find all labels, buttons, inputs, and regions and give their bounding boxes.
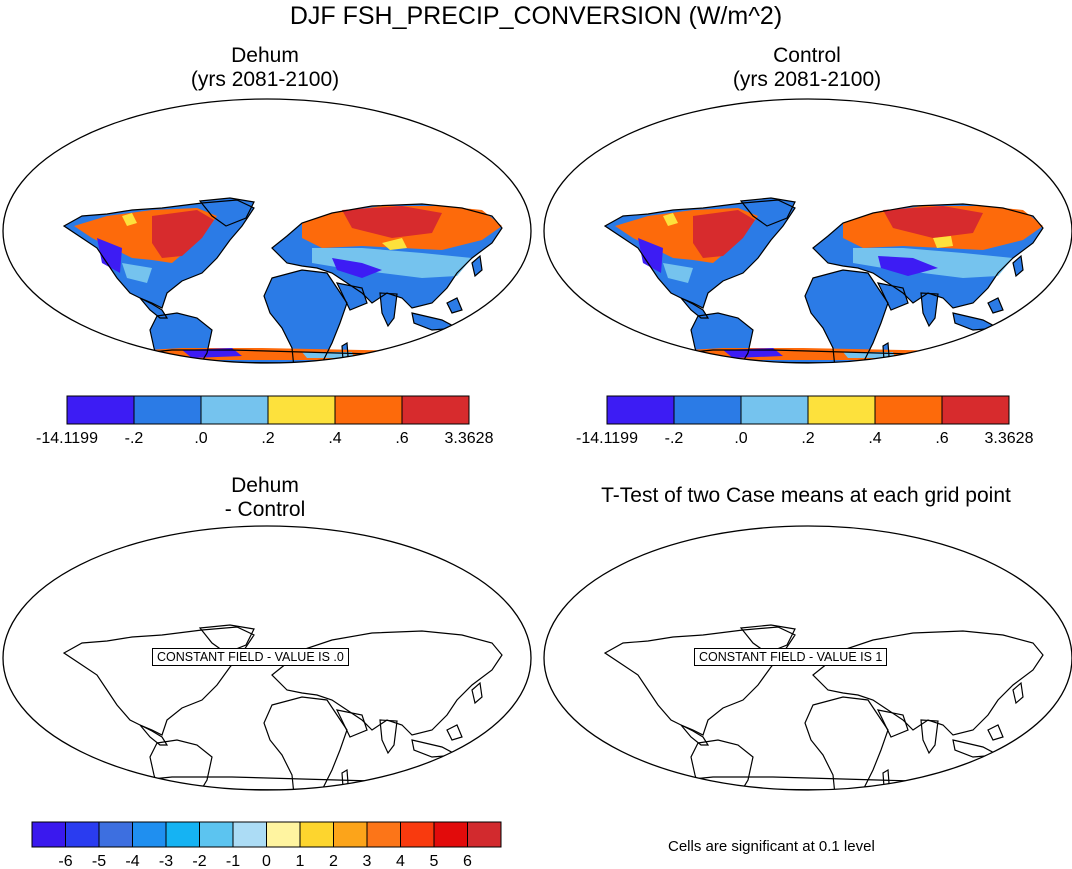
colorbar-dehum-tick-label: 3.3628 [445, 430, 494, 447]
colorbar-dehum-swatch [267, 395, 336, 425]
colorbar-control-swatch [941, 395, 1010, 425]
significance-footnote: Cells are significant at 0.1 level [668, 838, 875, 855]
colorbar-difference-swatch [232, 821, 267, 848]
panel-title-line1: Dehum [231, 44, 299, 67]
colorbar-difference-tick-label: 3 [363, 853, 372, 869]
colorbar-control-swatch [807, 395, 876, 425]
colorbar-dehum-swatch [401, 395, 470, 425]
panel-title-line2: (yrs 2081-2100) [190, 68, 340, 91]
colorbar-control-swatch [673, 395, 742, 425]
constant-field-label-ttest: CONSTANT FIELD - VALUE IS 1 [694, 648, 888, 666]
colorbar-dehum-tick-label: -14.1199 [36, 430, 98, 447]
panel-title-line1: Control [773, 44, 841, 67]
colorbar-dehum-swatch [334, 395, 403, 425]
colorbar-difference-swatch [467, 821, 502, 848]
map-dehum [2, 98, 532, 364]
map-difference [2, 525, 532, 791]
colorbar-difference-swatch [31, 821, 66, 848]
colorbar-dehum-tick-label: -.2 [125, 430, 144, 447]
colorbar-dehum-swatch [133, 395, 202, 425]
colorbar-difference-swatch [98, 821, 133, 848]
colorbar-control-tick-label: .0 [734, 430, 747, 447]
colorbar-difference-tick-label: -1 [226, 853, 240, 869]
colorbar-dehum: -14.1199 -.2 .0 .2 .4 .6 3.3628 [36, 395, 494, 447]
colorbar-control-swatch [874, 395, 943, 425]
colorbar-difference-swatch [299, 821, 334, 848]
map-control [543, 98, 1072, 364]
colorbar-dehum-tick-label: .4 [328, 430, 341, 447]
colorbar-control-swatch [606, 395, 675, 425]
colorbar-difference-swatch [199, 821, 234, 848]
colorbar-dehum-tick-label: .0 [194, 430, 207, 447]
colorbar-dehum-swatch [200, 395, 269, 425]
panel-title-line1: Dehum [231, 474, 299, 497]
figure-title: DJF FSH_PRECIP_CONVERSION (W/m^2) [289, 2, 783, 30]
constant-field-label-difference: CONSTANT FIELD - VALUE IS .0 [152, 648, 349, 666]
colorbar-difference: -6 -5 -4 -3 -2 -1 0 1 2 3 4 5 6 [31, 821, 502, 869]
panel-title-ttest: T-Test of two Case means at each grid po… [601, 484, 1011, 507]
panel-title-line2: - Control [224, 498, 306, 521]
colorbar-difference-tick-label: 1 [296, 853, 305, 869]
colorbar-dehum-swatch [66, 395, 135, 425]
colorbar-dehum-tick-label: .2 [261, 430, 274, 447]
colorbar-control-tick-label: .2 [801, 430, 814, 447]
colorbar-control: -14.1199 -.2 .0 .2 .4 .6 3.3628 [576, 395, 1034, 447]
colorbar-difference-tick-label: -3 [159, 853, 173, 869]
colorbar-dehum-tick-label: .6 [395, 430, 408, 447]
colorbar-difference-swatch [433, 821, 468, 848]
map-ttest [543, 525, 1072, 791]
colorbar-difference-tick-label: 6 [463, 853, 472, 869]
colorbar-control-tick-label: .4 [868, 430, 881, 447]
colorbar-difference-swatch [65, 821, 100, 848]
colorbar-difference-swatch [400, 821, 435, 848]
colorbar-difference-tick-label: -2 [192, 853, 206, 869]
colorbar-difference-swatch [366, 821, 401, 848]
colorbar-difference-swatch [333, 821, 368, 848]
colorbar-control-tick-label: 3.3628 [985, 430, 1034, 447]
colorbar-difference-tick-label: 4 [396, 853, 405, 869]
panel-title-control: Control (yrs 2081-2100) [692, 44, 922, 92]
colorbar-difference-tick-label: -4 [125, 853, 139, 869]
colorbar-control-tick-label: .6 [935, 430, 948, 447]
colorbar-difference-swatch [266, 821, 301, 848]
colorbar-difference-tick-label: 0 [262, 853, 271, 869]
colorbar-difference-tick-label: -5 [92, 853, 106, 869]
colorbar-control-swatch [740, 395, 809, 425]
panel-title-dehum: Dehum (yrs 2081-2100) [150, 44, 380, 92]
colorbar-difference-swatch [165, 821, 200, 848]
panel-title-difference: Dehum - Control [150, 474, 380, 522]
colorbar-difference-tick-label: -6 [58, 853, 72, 869]
colorbar-difference-tick-label: 2 [329, 853, 338, 869]
northern-high-latitude-field [74, 206, 502, 360]
colorbar-difference-swatch [132, 821, 167, 848]
colorbar-control-tick-label: -14.1199 [576, 430, 638, 447]
colorbar-difference-tick-label: 5 [430, 853, 439, 869]
panel-title-line2: (yrs 2081-2100) [732, 68, 882, 91]
colorbar-control-tick-label: -.2 [665, 430, 684, 447]
